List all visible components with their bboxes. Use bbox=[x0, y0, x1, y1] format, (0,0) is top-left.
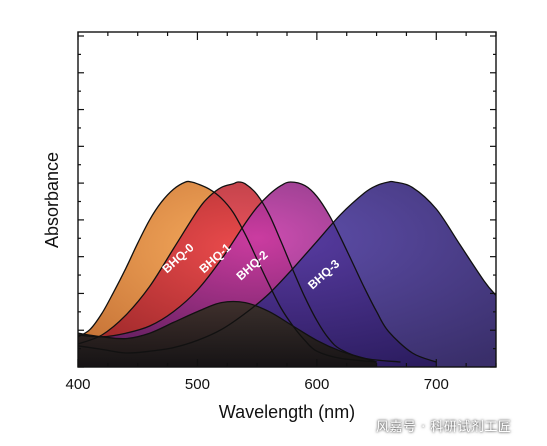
x-tick-label: 400 bbox=[65, 376, 90, 393]
x-tick-labels: 400 500 600 700 bbox=[65, 376, 448, 393]
bhq-1-curve bbox=[78, 181, 401, 363]
watermark: 风嘉号 · 科研试剂工匠 bbox=[376, 420, 512, 435]
bhq-3-area bbox=[78, 181, 496, 367]
x-tick-label: 600 bbox=[304, 376, 329, 393]
bhq-2-curve bbox=[78, 181, 437, 363]
x-tick-label: 700 bbox=[424, 376, 449, 393]
background-absorbance-curve bbox=[78, 300, 377, 363]
axis-ticks bbox=[77, 32, 497, 368]
bhq-3-curve bbox=[78, 180, 496, 354]
x-tick-label: 500 bbox=[185, 376, 210, 393]
curve-areas bbox=[78, 180, 496, 367]
y-axis-title: Absorbance bbox=[42, 152, 62, 248]
x-axis-title: Wavelength (nm) bbox=[219, 402, 355, 422]
